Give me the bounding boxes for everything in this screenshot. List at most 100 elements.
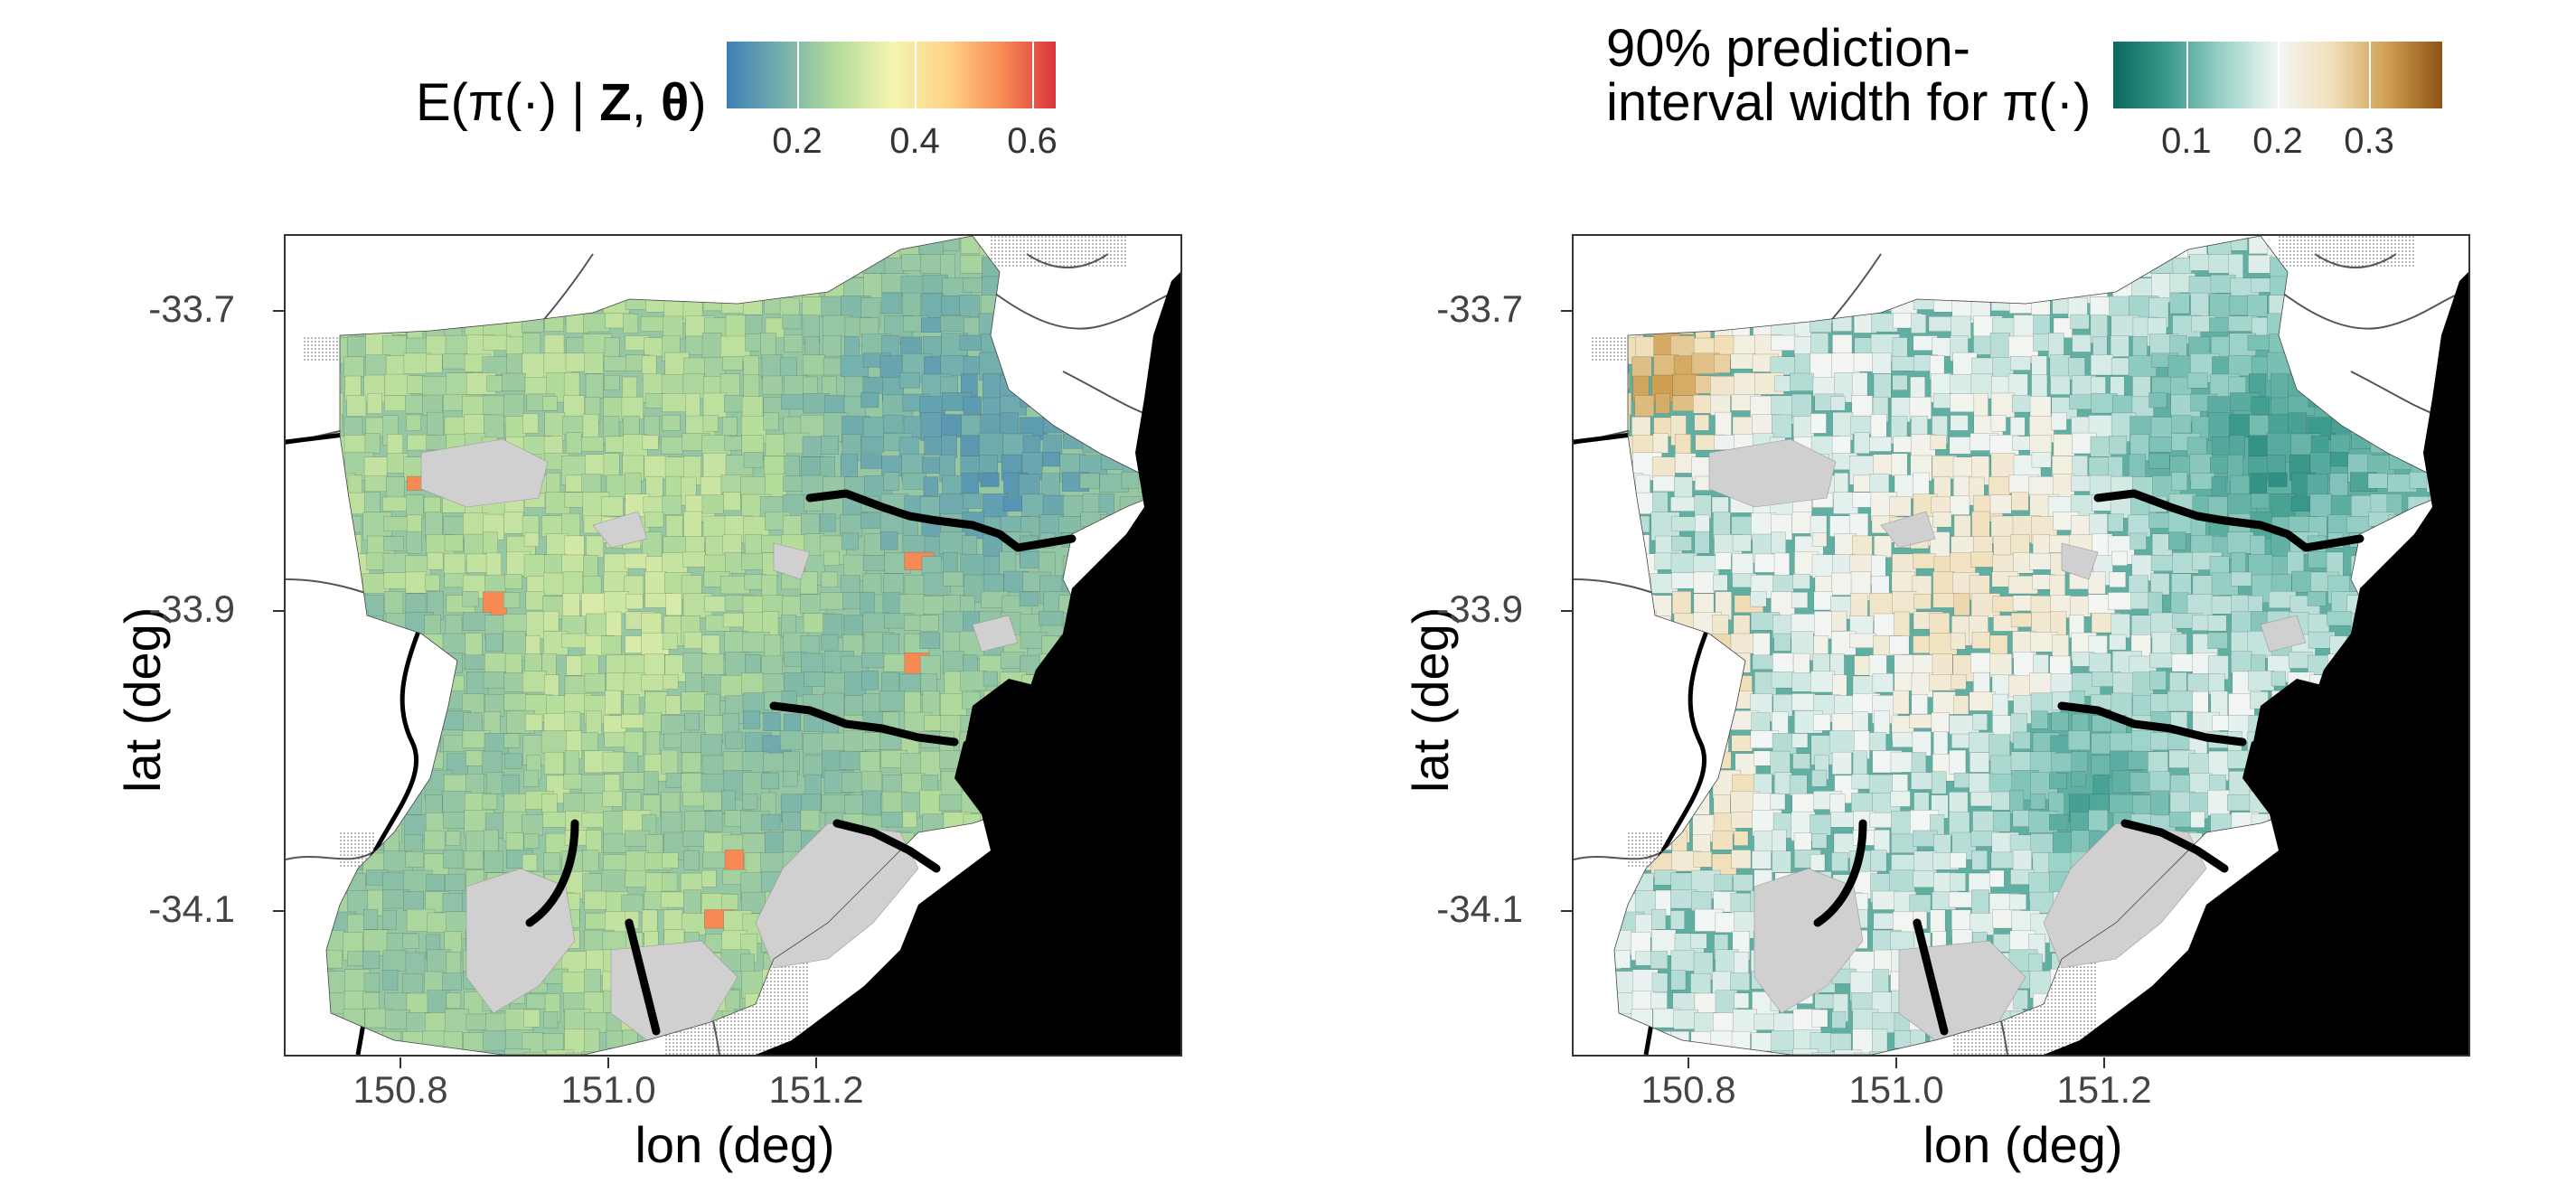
region-cell: [644, 512, 664, 528]
region-cell: [1872, 257, 1889, 273]
region-cell: [1710, 376, 1736, 397]
region-cell: [1792, 574, 1810, 589]
region-cell: [1852, 535, 1873, 559]
x-tick-mark: [2103, 1057, 2105, 1068]
region-cell: [1834, 1049, 1862, 1055]
region-cell: [1574, 853, 1593, 868]
region-cell: [326, 1032, 353, 1054]
region-cell: [1693, 850, 1713, 868]
region-cell: [326, 714, 332, 729]
region-cell: [1040, 374, 1060, 400]
region-cell: [1971, 273, 1999, 303]
region-cell: [407, 275, 427, 305]
region-cell: [1932, 691, 1956, 715]
region-cell: [743, 452, 764, 468]
region-cell: [722, 612, 744, 628]
region-cell: [2147, 317, 2167, 335]
region-cell: [2090, 354, 2113, 376]
region-cell: [982, 574, 1004, 594]
region-cell: [1632, 492, 1655, 514]
region-cell: [802, 354, 825, 376]
region-cell: [2030, 794, 2046, 810]
region-cell: [1673, 731, 1692, 759]
region-cell: [643, 771, 659, 794]
region-cell: [446, 952, 461, 976]
region-cell: [1730, 274, 1761, 297]
region-cell: [2190, 292, 2209, 319]
no-data-region: [773, 542, 811, 580]
region-cell: [1949, 256, 1976, 274]
region-cell: [406, 531, 422, 554]
region-cell: [1831, 751, 1852, 775]
region-cell: [343, 236, 361, 254]
region-cell: [762, 673, 785, 695]
region-cell: [1633, 772, 1651, 790]
region-cell: [1913, 1051, 1943, 1055]
region-cell: [2049, 813, 2069, 831]
region-cell: [2410, 374, 2432, 400]
no-data-region: [972, 615, 1019, 653]
region-cell: [1633, 692, 1654, 713]
region-cell: [2053, 272, 2069, 292]
region-cell: [1690, 933, 1707, 949]
region-cell: [1634, 553, 1659, 577]
region-cell: [880, 531, 898, 550]
region-cell: [2229, 435, 2245, 458]
region-cell: [2029, 396, 2052, 418]
region-cell: [1652, 712, 1669, 737]
region-cell: [644, 393, 665, 409]
region-cell: [700, 476, 722, 496]
region-cell: [363, 908, 379, 930]
region-cell: [2051, 253, 2082, 273]
region-cell: [2031, 611, 2054, 634]
region-cell: [941, 414, 963, 437]
region-cell: [1693, 672, 1724, 699]
region-cell: [1575, 952, 1599, 974]
region-cell: [1101, 333, 1125, 361]
region-cell: [1753, 750, 1773, 766]
region-cell: [1711, 671, 1738, 690]
region-cell: [382, 970, 399, 991]
region-cell: [683, 632, 702, 649]
region-cell: [1614, 774, 1641, 796]
region-cell: [2231, 236, 2248, 251]
region-cell: [2408, 356, 2438, 385]
no-data-region: [2061, 542, 2099, 580]
x-tick-label: 151.2: [768, 1068, 864, 1111]
region-cell: [1773, 772, 1792, 794]
region-cell: [286, 832, 303, 852]
region-cell: [484, 653, 506, 672]
region-cell: [763, 253, 794, 273]
region-cell: [2028, 672, 2052, 695]
region-cell: [2111, 253, 2140, 277]
region-cell: [2011, 492, 2029, 511]
region-cell: [1651, 908, 1667, 930]
region-cell: [1894, 236, 1915, 260]
region-cell: [2327, 396, 2343, 415]
x-tick-mark: [400, 1057, 401, 1068]
region-cell: [2208, 254, 2232, 274]
region-cell: [1770, 356, 1798, 376]
region-cell: [1949, 792, 1969, 814]
region-cell: [1002, 337, 1033, 355]
region-cell: [1989, 653, 2013, 678]
region-cell: [326, 238, 347, 256]
y-tick-mark: [1561, 610, 1572, 612]
region-cell: [1614, 793, 1644, 822]
region-cell: [2446, 255, 2459, 271]
x-tick-mark: [607, 1057, 609, 1068]
region-cell: [1121, 472, 1142, 489]
region-cell: [621, 714, 645, 728]
region-cell: [725, 731, 743, 749]
region-cell: [584, 352, 604, 374]
region-cell: [642, 435, 659, 450]
region-cell: [1574, 274, 1603, 298]
region-cell: [367, 393, 382, 414]
region-cell: [1041, 452, 1061, 467]
region-cell: [1672, 315, 1695, 335]
region-cell: [745, 315, 763, 337]
region-cell: [326, 653, 345, 672]
region-cell: [307, 238, 322, 264]
region-cell: [1574, 651, 1601, 680]
region-cell: [1850, 593, 1868, 619]
